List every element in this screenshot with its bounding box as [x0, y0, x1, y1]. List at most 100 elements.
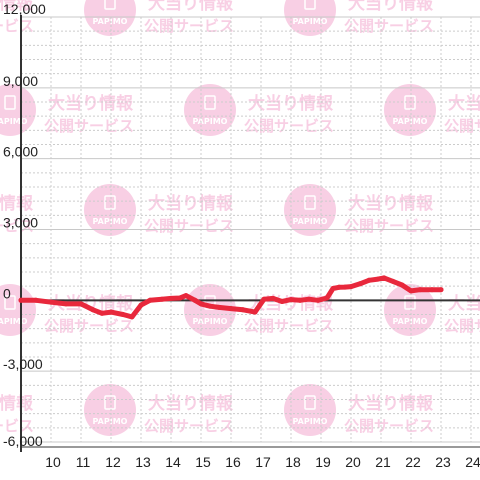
slot-machine-icon	[4, 295, 16, 310]
slot-machine-icon	[304, 195, 316, 210]
data-point	[357, 281, 363, 287]
watermark-line1: 大当り情報	[348, 0, 434, 14]
data-point	[108, 309, 114, 315]
watermark-line2: 公開サービス	[444, 117, 480, 135]
y-tick-label: -3,000	[3, 356, 43, 372]
x-tick-label: 19	[315, 454, 331, 470]
data-point	[399, 282, 405, 288]
tick-labels: -6,000 -3,000 0 3,000 6,000 9,000 12,000 10 11 12…	[3, 1, 480, 470]
watermark-logo-icon	[384, 84, 436, 136]
data-point	[228, 306, 234, 312]
y-tick-label: 9,000	[3, 73, 38, 89]
data-point	[288, 297, 294, 303]
data-point	[177, 295, 183, 301]
watermark-logo-icon	[284, 384, 336, 436]
watermark-line2: 公開サービス	[44, 117, 134, 135]
watermark-logo-icon	[184, 284, 236, 336]
data-point	[315, 297, 321, 303]
y-tick-label: 12,000	[3, 1, 46, 17]
data-point	[324, 295, 330, 301]
watermark-line1: 大当り情報	[248, 93, 334, 114]
watermark-line2: 公開サービス	[344, 17, 434, 35]
data-point	[390, 278, 396, 284]
data-point	[192, 297, 198, 303]
watermark-logo-text: PAPIMO	[393, 317, 428, 326]
data-point	[138, 302, 144, 308]
watermark-logo-icon	[284, 0, 336, 36]
watermark-logo-text: PAPIMO	[93, 17, 128, 26]
slot-machine-icon	[4, 95, 16, 110]
watermark-logo-text: PAPIMO	[93, 417, 128, 426]
data-point	[306, 296, 312, 302]
watermark-line1: 大当り情報	[0, 393, 34, 414]
data-point	[63, 301, 69, 307]
slot-machine-icon	[104, 0, 116, 10]
watermark-line1: 大当り情報	[0, 193, 34, 214]
watermark-logo-text: PAPIMO	[0, 317, 28, 326]
x-tick-label: 21	[375, 454, 391, 470]
x-tick-label: 24	[465, 454, 480, 470]
watermark-logo-text: PAPIMO	[293, 217, 328, 226]
x-tick-label: 17	[255, 454, 271, 470]
slot-machine-icon	[104, 395, 116, 410]
data-point	[330, 286, 336, 291]
watermark-logo-icon	[84, 0, 136, 36]
x-tick-label: 14	[165, 454, 181, 470]
data-point	[270, 295, 276, 301]
x-tick-label: 13	[135, 454, 151, 470]
watermark-line2: 公開サービス	[244, 317, 334, 335]
watermark-line2: 公開サービス	[344, 217, 434, 235]
data-point	[381, 275, 387, 281]
watermark-line2: 公開サービス	[344, 417, 434, 435]
data-point	[33, 297, 39, 303]
data-point	[348, 284, 354, 290]
x-tick-label: 23	[435, 454, 451, 470]
data-point	[129, 314, 135, 320]
watermark-line1: 大当り情報	[348, 393, 434, 414]
y-tick-label: -6,000	[3, 433, 43, 449]
data-point	[147, 297, 153, 303]
data-point	[438, 287, 444, 293]
data-point	[120, 312, 126, 317]
watermark-line2: 公開サービス	[0, 17, 34, 35]
watermark-line2: 公開サービス	[444, 317, 480, 335]
watermark-line1: 大当り情報	[0, 0, 34, 14]
y-tick-label: 6,000	[3, 144, 38, 160]
data-point	[18, 297, 24, 303]
watermark-line1: 大当り情報	[348, 193, 434, 214]
x-tick-label: 20	[345, 454, 361, 470]
data-point	[159, 296, 165, 302]
watermark-layer: PAPIMO大当り情報公開サービスPAPIMO大当り情報公開サービスPAPIMO…	[0, 0, 480, 436]
x-tick-label: 16	[225, 454, 241, 470]
data-point	[417, 287, 423, 293]
data-point	[207, 303, 213, 309]
watermark-logo-icon	[84, 184, 136, 236]
watermark-logo-text: PAPIMO	[293, 417, 328, 426]
watermark-line2: 公開サービス	[44, 317, 134, 335]
slot-machine-icon	[304, 395, 316, 410]
data-point	[279, 299, 285, 304]
data-point	[90, 307, 96, 313]
grid-layer	[21, 16, 480, 443]
data-point	[183, 293, 189, 299]
slot-machine-icon	[404, 295, 416, 310]
watermark-logo-text: PAPIMO	[193, 317, 228, 326]
data-point	[336, 284, 342, 290]
slot-machine-icon	[104, 195, 116, 210]
watermark-line2: 公開サービス	[144, 417, 234, 435]
watermark-logo-text: PAPIMO	[293, 17, 328, 26]
data-point	[78, 301, 84, 307]
x-tick-label: 12	[105, 454, 121, 470]
data-point	[261, 296, 267, 302]
watermark-line1: 大当り情報	[148, 0, 234, 14]
data-point	[252, 309, 258, 315]
data-point	[168, 295, 174, 301]
